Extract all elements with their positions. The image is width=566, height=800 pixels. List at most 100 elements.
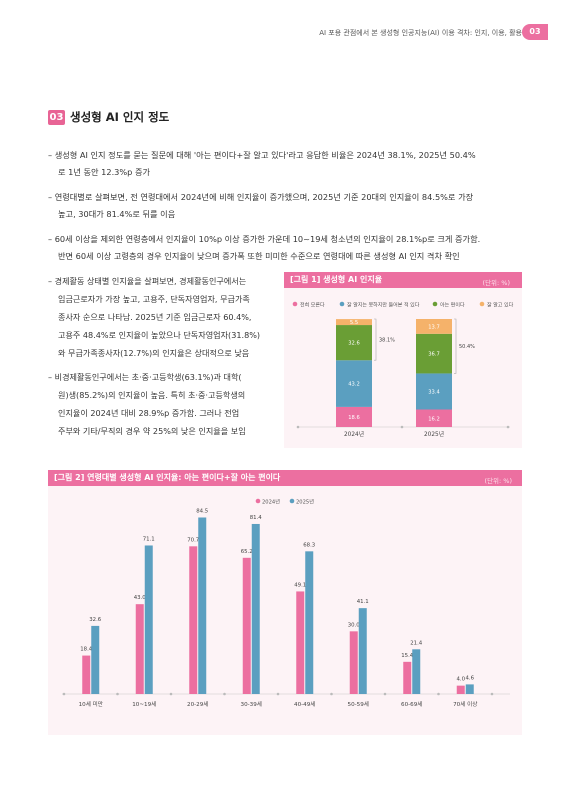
axis-dot <box>276 692 280 696</box>
stack-segment <box>336 325 372 361</box>
bracket <box>454 318 457 374</box>
stack-segment <box>416 333 452 374</box>
stack-segment <box>336 360 372 407</box>
bar <box>82 655 91 694</box>
axis-dot <box>383 692 387 696</box>
x-tick-label: 70세 이상 <box>453 700 477 708</box>
segment-value-label: 18.6 <box>348 415 360 421</box>
section-heading: 03 생성형 AI 인지 정도 <box>48 109 169 125</box>
value-label: 30.0 <box>348 622 361 628</box>
bullet-line: – 연령대별로 살펴보면, 전 연령대에서 2024년에 비해 인지율이 증가했… <box>48 192 474 202</box>
figure-1-unit: (단위: %) <box>482 279 510 287</box>
value-label: 4.6 <box>465 675 474 681</box>
figure-2-unit: (단위: %) <box>484 477 512 485</box>
segment-value-label: 33.4 <box>428 389 440 395</box>
bar <box>456 685 465 694</box>
bracket <box>374 318 377 361</box>
bar <box>198 517 207 694</box>
legend-label: 2025년 <box>296 498 314 506</box>
stack-segment <box>416 373 452 410</box>
legend-label: 아는 편이다 <box>440 302 465 309</box>
bullet-line: 로 1년 동안 12.3%p 증가 <box>58 167 151 177</box>
figure-2-title: [그림 2] 연령대별 생성형 AI 인지율: 아는 편이다+잘 아는 편이다 <box>48 470 522 486</box>
left-bullet-2: – 비경제활동인구에서는 초·중·고등학생(63.1%)과 대학( 원)생(85… <box>48 368 246 440</box>
axis-dot <box>330 692 333 696</box>
section-title: 생성형 AI 인지 정도 <box>70 110 170 124</box>
axis-dot <box>296 425 300 429</box>
x-tick-label: 2025년 <box>424 430 444 438</box>
bar <box>242 557 251 694</box>
bullet-line: – 경제활동 상태별 인지율을 살펴보면, 경제활동인구에서는 <box>48 276 247 286</box>
value-label: 65.2 <box>241 549 253 555</box>
bar <box>465 684 474 694</box>
x-tick-label: 30-39세 <box>241 700 262 708</box>
axis-dot <box>116 692 119 696</box>
page-number-badge: 03 <box>522 24 548 40</box>
segment-value-label: 32.6 <box>348 341 360 347</box>
bullet-3: – 60세 이상을 제외한 연령층에서 인지율이 10%p 이상 증가한 가운데… <box>48 231 480 265</box>
value-label: 21.4 <box>410 640 423 646</box>
value-label: 18.4 <box>80 647 93 653</box>
axis-dot <box>223 692 226 696</box>
legend-swatch <box>289 498 295 504</box>
segment-value-label: 43.2 <box>348 382 360 388</box>
x-tick-label: 2024년 <box>344 430 364 438</box>
value-label: 15.4 <box>401 653 414 659</box>
bar <box>358 608 367 694</box>
stack-segment <box>416 409 452 427</box>
bullet-line: 인지율이 2024년 대비 28.9%p 증가함. 그러나 전업 <box>58 408 240 418</box>
axis-dot <box>62 692 66 696</box>
bullet-line: 종사자 순으로 나타남. 2025년 기준 임금근로자 60.4%, <box>58 312 252 322</box>
bar <box>189 546 198 694</box>
x-tick-label: 10~19세 <box>132 700 156 708</box>
figure-1-title: [그림 1] 생성형 AI 인지율 <box>284 272 522 288</box>
bar <box>412 649 421 694</box>
bullet-line: 반면 60세 이상 고령층의 경우 인지율이 낮으며 증가폭 또한 미미한 수준… <box>58 251 460 261</box>
x-tick-label: 10세 미만 <box>79 700 103 708</box>
legend-label: 전혀 모른다 <box>300 302 325 309</box>
bullet-line: 주부와 기타/무직의 경우 약 25%의 낮은 인지율을 보임 <box>58 426 246 436</box>
bar <box>349 631 358 694</box>
value-label: 49.1 <box>294 582 306 588</box>
bullet-line: 임금근로자가 가장 높고, 고용주, 단독자영업자, 무급가족 <box>58 294 250 304</box>
section-number: 03 <box>48 109 65 125</box>
value-label: 70.7 <box>187 537 199 543</box>
value-label: 32.6 <box>89 617 102 623</box>
x-tick-label: 50-59세 <box>348 700 369 708</box>
legend-label: 잘 알지는 못하지만 들어본 적 있다 <box>347 302 420 309</box>
bar <box>296 591 305 694</box>
bullet-line: 와 무급가족종사자(12.7%)의 인지율은 상대적으로 낮음 <box>58 348 250 358</box>
bar <box>144 545 153 694</box>
stack-segment <box>336 319 372 326</box>
axis-dot <box>490 692 494 696</box>
legend-label: 잘 알고 있다 <box>487 302 514 309</box>
bullet-line: 고용주 48.4%로 인지율이 높았으나 단독자영업자(31.8%) <box>58 330 261 340</box>
figure-2-chart: 2024년 2025년 18.4 32.6 10세 미만 43.0 71.1 10~19세 7… <box>62 498 510 708</box>
bullet-line: 높고, 30대가 81.4%로 뒤를 이음 <box>58 209 176 219</box>
axis-dot <box>506 425 510 429</box>
left-bullet-1: – 경제활동 상태별 인지율을 살펴보면, 경제활동인구에서는 임금근로자가 가… <box>48 272 260 362</box>
axis-dot <box>400 425 404 429</box>
segment-value-label: 36.7 <box>428 352 440 358</box>
legend-swatch <box>292 301 298 307</box>
value-label: 43.0 <box>134 595 147 601</box>
segment-value-label: 13.7 <box>428 324 440 330</box>
segment-value-label: 5.5 <box>350 320 358 326</box>
value-label: 84.5 <box>196 508 208 514</box>
header-title: AI 포용 관점에서 본 생성형 인공지능(AI) 이용 격차: 인지, 이용,… <box>319 29 522 37</box>
stack-segment <box>416 319 452 334</box>
value-label: 81.4 <box>250 515 263 521</box>
bullet-2: – 연령대별로 살펴보면, 전 연령대에서 2024년에 비해 인지율이 증가했… <box>48 189 473 223</box>
bracket-label: 50.4% <box>459 344 475 350</box>
bullet-1: – 생성형 AI 인지 정도를 묻는 질문에 대해 '아는 편이다+잘 알고 있… <box>48 147 476 181</box>
bullet-line: – 생성형 AI 인지 정도를 묻는 질문에 대해 '아는 편이다+잘 알고 있… <box>48 150 476 160</box>
figure-1-chart: 전혀 모른다 잘 알지는 못하지만 들어본 적 있다 아는 편이다 잘 알고 있다 1… <box>292 301 514 438</box>
bar <box>305 551 314 694</box>
bar <box>91 625 100 694</box>
legend-swatch <box>255 498 261 504</box>
bar <box>403 661 412 694</box>
bullet-line: 원)생(85.2%)의 인지율이 높음. 특히 초·중·고등학생의 <box>58 390 246 400</box>
value-label: 4.0 <box>456 677 465 683</box>
legend-swatch <box>479 301 485 307</box>
legend-swatch <box>432 301 438 307</box>
